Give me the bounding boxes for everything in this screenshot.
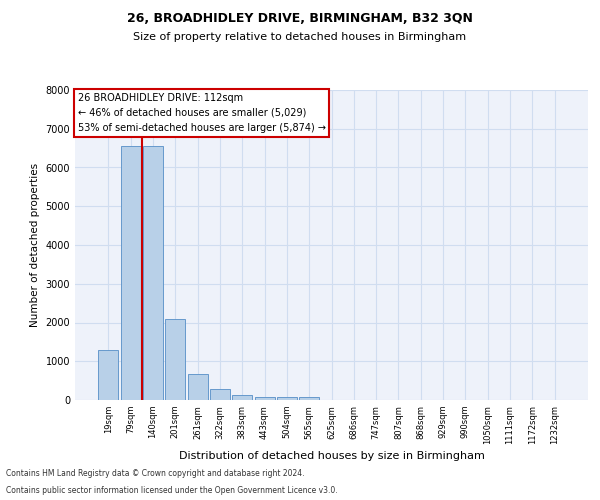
Bar — [98, 350, 118, 400]
Text: 26, BROADHIDLEY DRIVE, BIRMINGHAM, B32 3QN: 26, BROADHIDLEY DRIVE, BIRMINGHAM, B32 3… — [127, 12, 473, 26]
Text: Contains HM Land Registry data © Crown copyright and database right 2024.: Contains HM Land Registry data © Crown c… — [6, 468, 305, 477]
Bar — [299, 398, 319, 400]
Bar — [254, 398, 275, 400]
Text: 26 BROADHIDLEY DRIVE: 112sqm
← 46% of detached houses are smaller (5,029)
53% of: 26 BROADHIDLEY DRIVE: 112sqm ← 46% of de… — [77, 93, 326, 132]
Bar — [165, 320, 185, 400]
Y-axis label: Number of detached properties: Number of detached properties — [30, 163, 40, 327]
Bar — [232, 396, 252, 400]
Bar — [210, 388, 230, 400]
Bar — [188, 374, 208, 400]
Text: Size of property relative to detached houses in Birmingham: Size of property relative to detached ho… — [133, 32, 467, 42]
Bar — [121, 146, 141, 400]
Text: Contains public sector information licensed under the Open Government Licence v3: Contains public sector information licen… — [6, 486, 338, 495]
Bar — [277, 398, 297, 400]
Bar — [143, 146, 163, 400]
X-axis label: Distribution of detached houses by size in Birmingham: Distribution of detached houses by size … — [179, 451, 484, 461]
